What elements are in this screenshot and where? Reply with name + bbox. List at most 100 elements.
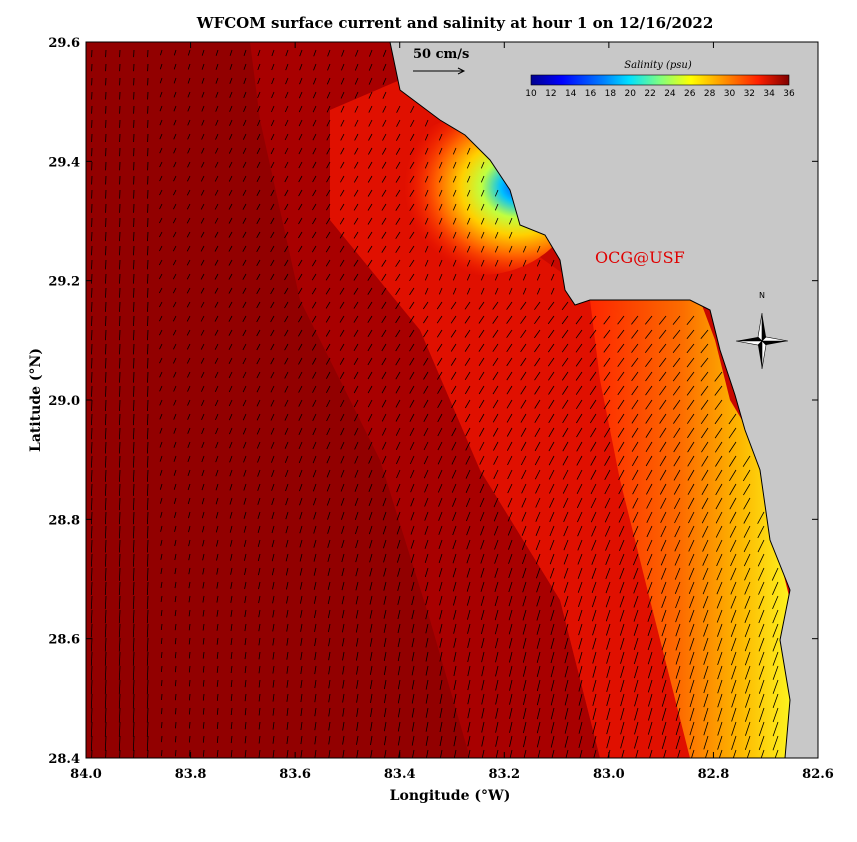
current-vector [284, 175, 289, 183]
current-vector [382, 63, 387, 71]
current-vector [381, 147, 387, 155]
current-vector [757, 553, 765, 567]
current-vector [507, 469, 513, 480]
current-vector [175, 749, 177, 757]
current-vector [105, 567, 107, 581]
current-vector [228, 301, 233, 308]
current-vector [230, 679, 233, 688]
current-vector [464, 399, 471, 409]
current-vector [356, 637, 359, 647]
current-vector [105, 497, 107, 511]
current-vector [187, 77, 191, 84]
current-vector [479, 455, 485, 465]
current-vector [202, 609, 205, 617]
current-vector [424, 259, 429, 267]
current-vector [451, 399, 457, 409]
current-vector [576, 469, 583, 480]
current-vector [160, 595, 163, 602]
current-vector [453, 651, 457, 662]
current-vector [90, 651, 93, 666]
current-vector [575, 371, 583, 381]
current-vector [271, 105, 275, 113]
current-vector [369, 567, 373, 577]
current-vector [661, 581, 667, 594]
current-vector [312, 455, 317, 464]
current-vector [325, 301, 331, 309]
current-vector [465, 497, 471, 508]
current-vector [201, 469, 205, 477]
current-vector [603, 343, 611, 353]
current-vector [91, 511, 93, 525]
current-vector [590, 455, 597, 466]
current-vector [242, 329, 247, 337]
current-vector [311, 273, 317, 281]
current-vector [159, 343, 163, 350]
current-vector [575, 357, 583, 367]
current-vector [730, 581, 737, 595]
current-vector [188, 567, 191, 575]
current-vector [592, 693, 597, 706]
current-vector [746, 749, 751, 758]
current-vector [188, 651, 191, 659]
current-vector [479, 441, 485, 451]
current-vector [300, 693, 303, 703]
current-vector [355, 609, 359, 619]
current-vector [714, 413, 723, 425]
current-vector [367, 301, 373, 309]
current-vector [327, 49, 331, 57]
current-vector [326, 189, 331, 197]
current-vector [464, 385, 471, 395]
current-vector [256, 343, 261, 351]
current-vector [91, 329, 93, 341]
colorbar-tick-label: 32 [744, 89, 755, 99]
current-vector [467, 707, 471, 719]
current-vector [285, 483, 289, 492]
current-vector [175, 707, 177, 715]
current-vector [272, 609, 275, 618]
current-vector [631, 441, 639, 452]
current-vector [159, 371, 163, 378]
current-vector [604, 497, 611, 509]
current-vector [104, 637, 107, 652]
current-vector [271, 91, 275, 99]
current-vector [686, 329, 695, 340]
current-vector [186, 203, 191, 210]
current-vector [105, 749, 107, 758]
current-vector [228, 399, 233, 407]
current-vector [381, 315, 387, 324]
current-vector [547, 301, 555, 311]
current-vector [146, 637, 149, 652]
current-vector [216, 721, 219, 729]
current-vector [396, 469, 401, 479]
current-vector [633, 553, 639, 566]
current-vector [493, 497, 499, 508]
current-vector [214, 399, 219, 407]
current-vector [617, 385, 625, 396]
current-vector [395, 413, 401, 422]
current-vector [300, 679, 303, 688]
current-vector [673, 413, 681, 424]
current-vector [119, 245, 121, 256]
current-vector [550, 623, 555, 635]
current-vector [562, 469, 569, 480]
current-vector [757, 511, 765, 524]
current-vector [439, 581, 443, 592]
current-vector [715, 497, 723, 510]
current-vector [492, 343, 499, 352]
current-vector [284, 273, 289, 281]
current-vector [353, 343, 359, 352]
current-vector [716, 539, 723, 552]
current-vector [465, 427, 471, 437]
current-vector [105, 399, 107, 412]
current-vector [563, 567, 569, 579]
current-vector [298, 175, 303, 183]
current-vector [256, 259, 261, 266]
current-vector [397, 721, 401, 732]
current-vector [453, 595, 457, 606]
current-vector [606, 637, 611, 650]
current-vector [215, 49, 219, 56]
current-vector [104, 651, 107, 666]
current-vector [492, 301, 499, 310]
current-vector [506, 441, 513, 451]
current-vector [409, 203, 415, 211]
